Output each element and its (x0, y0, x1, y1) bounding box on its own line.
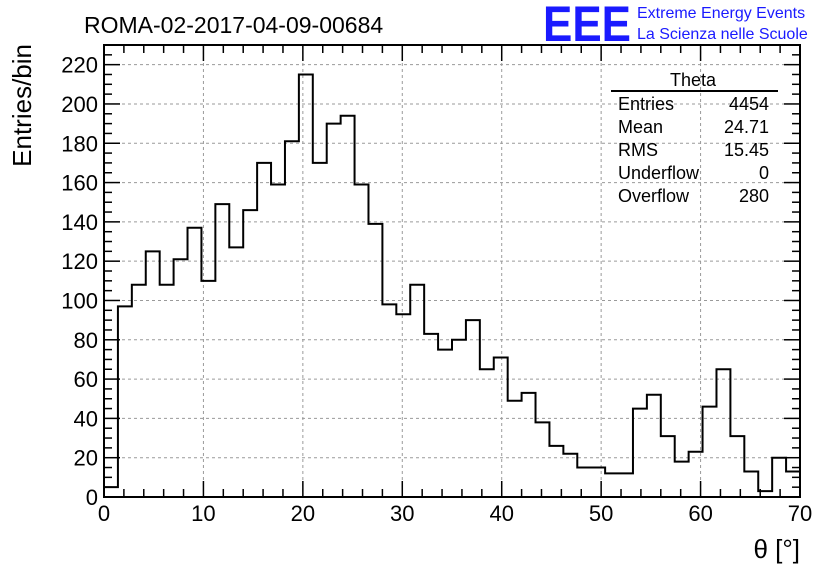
stat-label: Mean (618, 117, 663, 137)
histogram-bin (118, 306, 132, 497)
logo-line-1: Extreme Energy Events (637, 5, 805, 22)
y-tick-label: 200 (61, 92, 98, 117)
histogram-bars (103, 73, 801, 497)
chart-title: ROMA-02-2017-04-09-00684 (84, 12, 383, 38)
histogram-bin (730, 436, 744, 497)
histogram-bin (508, 401, 522, 497)
x-tick-label: 30 (390, 501, 414, 526)
y-tick-label: 60 (74, 367, 98, 392)
eee-logo-mark: EEE (543, 0, 631, 52)
histogram-bin (215, 204, 229, 497)
stat-label: Underflow (618, 163, 700, 183)
x-tick-label: 50 (589, 501, 613, 526)
stat-value: 4454 (729, 94, 769, 114)
histogram-bin (257, 163, 271, 497)
y-tick-label: 80 (74, 328, 98, 353)
y-tick-label: 120 (61, 249, 98, 274)
histogram-bin (605, 473, 619, 497)
x-tick-label: 60 (688, 501, 712, 526)
y-axis-ticks: 0 20 40 60 80 100 120 140 160 180 200 220 (61, 44, 800, 510)
eee-logo: EEE Extreme Energy Events La Scienza nel… (543, 0, 808, 52)
histogram-bin (229, 247, 243, 497)
histogram-bin (563, 454, 577, 497)
histogram-bin (146, 251, 160, 497)
histogram-bin (327, 124, 341, 497)
histogram-bin (577, 468, 591, 497)
histogram-bin (661, 436, 675, 497)
histogram-bin (522, 393, 536, 497)
histogram-bin (494, 357, 508, 497)
stat-value: 0 (759, 163, 769, 183)
histogram-bin (536, 422, 550, 497)
stats-box: Theta Entries 4454 Mean 24.71 RMS 15.45 … (611, 70, 778, 206)
histogram-bin (452, 340, 466, 497)
histogram-bin (786, 471, 800, 497)
histogram-bin (132, 285, 146, 497)
y-axis-label: Entries/bin (7, 44, 37, 167)
histogram-bin (396, 314, 410, 497)
stat-value: 24.71 (724, 117, 769, 137)
histogram-bin (410, 285, 424, 497)
y-tick-label: 180 (61, 131, 98, 156)
y-tick-label: 20 (74, 446, 98, 471)
histogram-bin (243, 210, 257, 497)
histogram-bin (299, 74, 313, 497)
y-tick-label: 220 (61, 53, 98, 78)
y-tick-label: 0 (86, 485, 98, 510)
histogram-bin (368, 224, 382, 497)
histogram-bin (285, 141, 299, 497)
histogram-bin (438, 350, 452, 497)
histogram-bin (382, 304, 396, 497)
histogram-bin (647, 395, 661, 497)
histogram-bin (355, 185, 369, 497)
logo-line-2: La Scienza nelle Scuole (637, 26, 808, 43)
histogram-bin (160, 285, 174, 497)
x-tick-label: 40 (489, 501, 513, 526)
histogram-bin (716, 369, 730, 497)
stat-label: Entries (618, 94, 674, 114)
y-tick-label: 140 (61, 210, 98, 235)
x-axis-ticks: 0 10 20 30 40 50 60 70 (98, 45, 812, 526)
histogram-bin (466, 320, 480, 497)
stat-label: RMS (618, 140, 658, 160)
histogram-bin (174, 259, 188, 497)
histogram-bin (633, 409, 647, 497)
y-tick-label: 40 (74, 406, 98, 431)
stat-label: Overflow (618, 186, 690, 206)
x-tick-label: 0 (98, 501, 110, 526)
y-tick-label: 100 (61, 288, 98, 313)
histogram-bin (772, 458, 786, 497)
histogram-bin (424, 334, 438, 497)
y-tick-label: 160 (61, 171, 98, 196)
x-tick-label: 10 (191, 501, 215, 526)
x-tick-label: 70 (788, 501, 812, 526)
histogram-bin (480, 369, 494, 497)
histogram-bin (703, 407, 717, 497)
histogram-outline (103, 73, 801, 497)
histogram-bin (201, 281, 215, 497)
stat-value: 280 (739, 186, 769, 206)
stat-value: 15.45 (724, 140, 769, 160)
histogram-bin (675, 462, 689, 497)
histogram-bin (271, 185, 285, 497)
stats-box-name: Theta (670, 70, 717, 90)
histogram-bin (591, 468, 605, 497)
histogram-bin (341, 116, 355, 497)
histogram-bin (104, 487, 118, 497)
histogram-bin (313, 163, 327, 497)
histogram-bin (188, 228, 202, 497)
x-tick-label: 20 (291, 501, 315, 526)
histogram-bin (744, 471, 758, 497)
x-axis-label: θ [°] (753, 534, 800, 564)
